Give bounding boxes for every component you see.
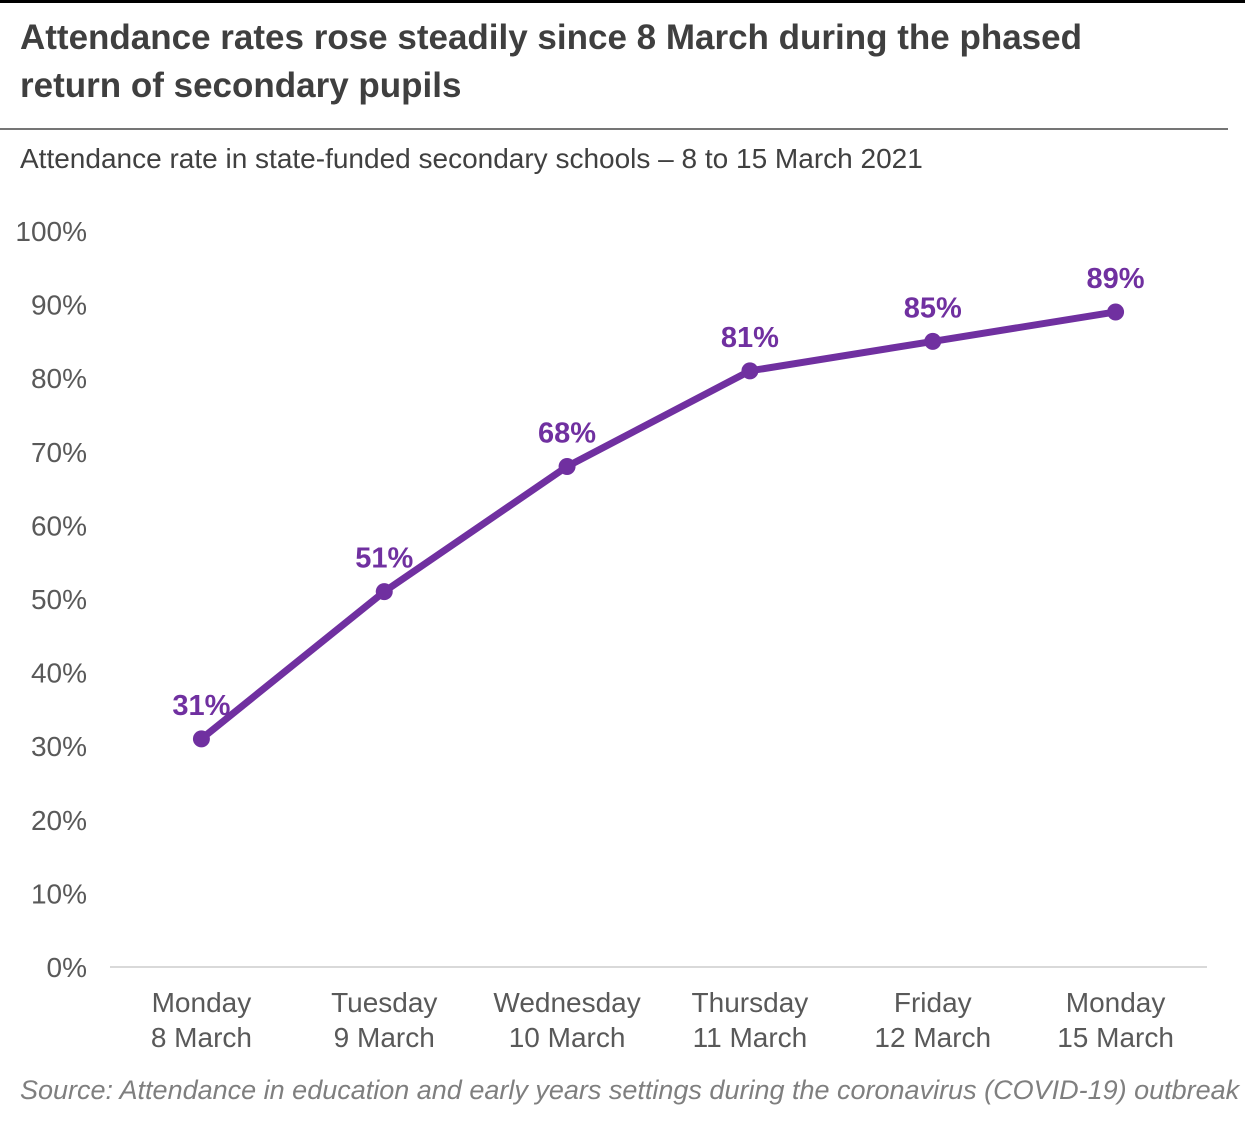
- x-axis-category-label: Monday 8 March: [151, 987, 252, 1053]
- y-axis-tick-label: 0%: [47, 952, 87, 983]
- y-axis-tick-label: 80%: [31, 363, 87, 394]
- data-point-marker: [558, 458, 576, 476]
- source-note: Source: Attendance in education and earl…: [20, 1075, 1240, 1105]
- title-divider: [0, 128, 1228, 130]
- data-point-marker: [1107, 303, 1125, 321]
- y-axis-tick-label: 50%: [31, 584, 87, 615]
- data-point-marker: [741, 362, 759, 380]
- y-axis-tick-label: 10%: [31, 878, 87, 909]
- y-axis-tick-label: 60%: [31, 510, 87, 541]
- y-axis-tick-label: 70%: [31, 437, 87, 468]
- x-axis-category-label: Tuesday 9 March: [331, 987, 437, 1053]
- x-axis-category-label: Wednesday 10 March: [493, 987, 640, 1053]
- data-point-marker: [924, 332, 942, 350]
- data-point-marker: [375, 583, 393, 601]
- y-axis-tick-label: 100%: [15, 216, 87, 247]
- data-point-label: 81%: [721, 322, 779, 354]
- data-point-label: 68%: [538, 418, 596, 450]
- x-axis-category-label: Friday 12 March: [874, 987, 991, 1053]
- data-point-marker: [192, 730, 210, 748]
- y-axis-tick-label: 30%: [31, 731, 87, 762]
- x-axis-category-label: Monday 15 March: [1057, 987, 1174, 1053]
- y-axis-tick-label: 20%: [31, 805, 87, 836]
- chart-title: Attendance rates rose steadily since 8 M…: [20, 18, 1082, 105]
- data-point-label: 51%: [355, 543, 413, 575]
- y-axis-tick-label: 40%: [31, 658, 87, 689]
- chart-subtitle: Attendance rate in state-funded secondar…: [20, 143, 923, 174]
- data-point-label: 85%: [904, 292, 962, 324]
- data-point-label: 89%: [1087, 263, 1145, 295]
- y-axis-tick-label: 90%: [31, 290, 87, 321]
- x-axis-category-label: Thursday 11 March: [692, 987, 809, 1053]
- data-point-label: 31%: [172, 690, 230, 722]
- top-border: [0, 0, 1245, 3]
- attendance-line-series: [197, 308, 1120, 743]
